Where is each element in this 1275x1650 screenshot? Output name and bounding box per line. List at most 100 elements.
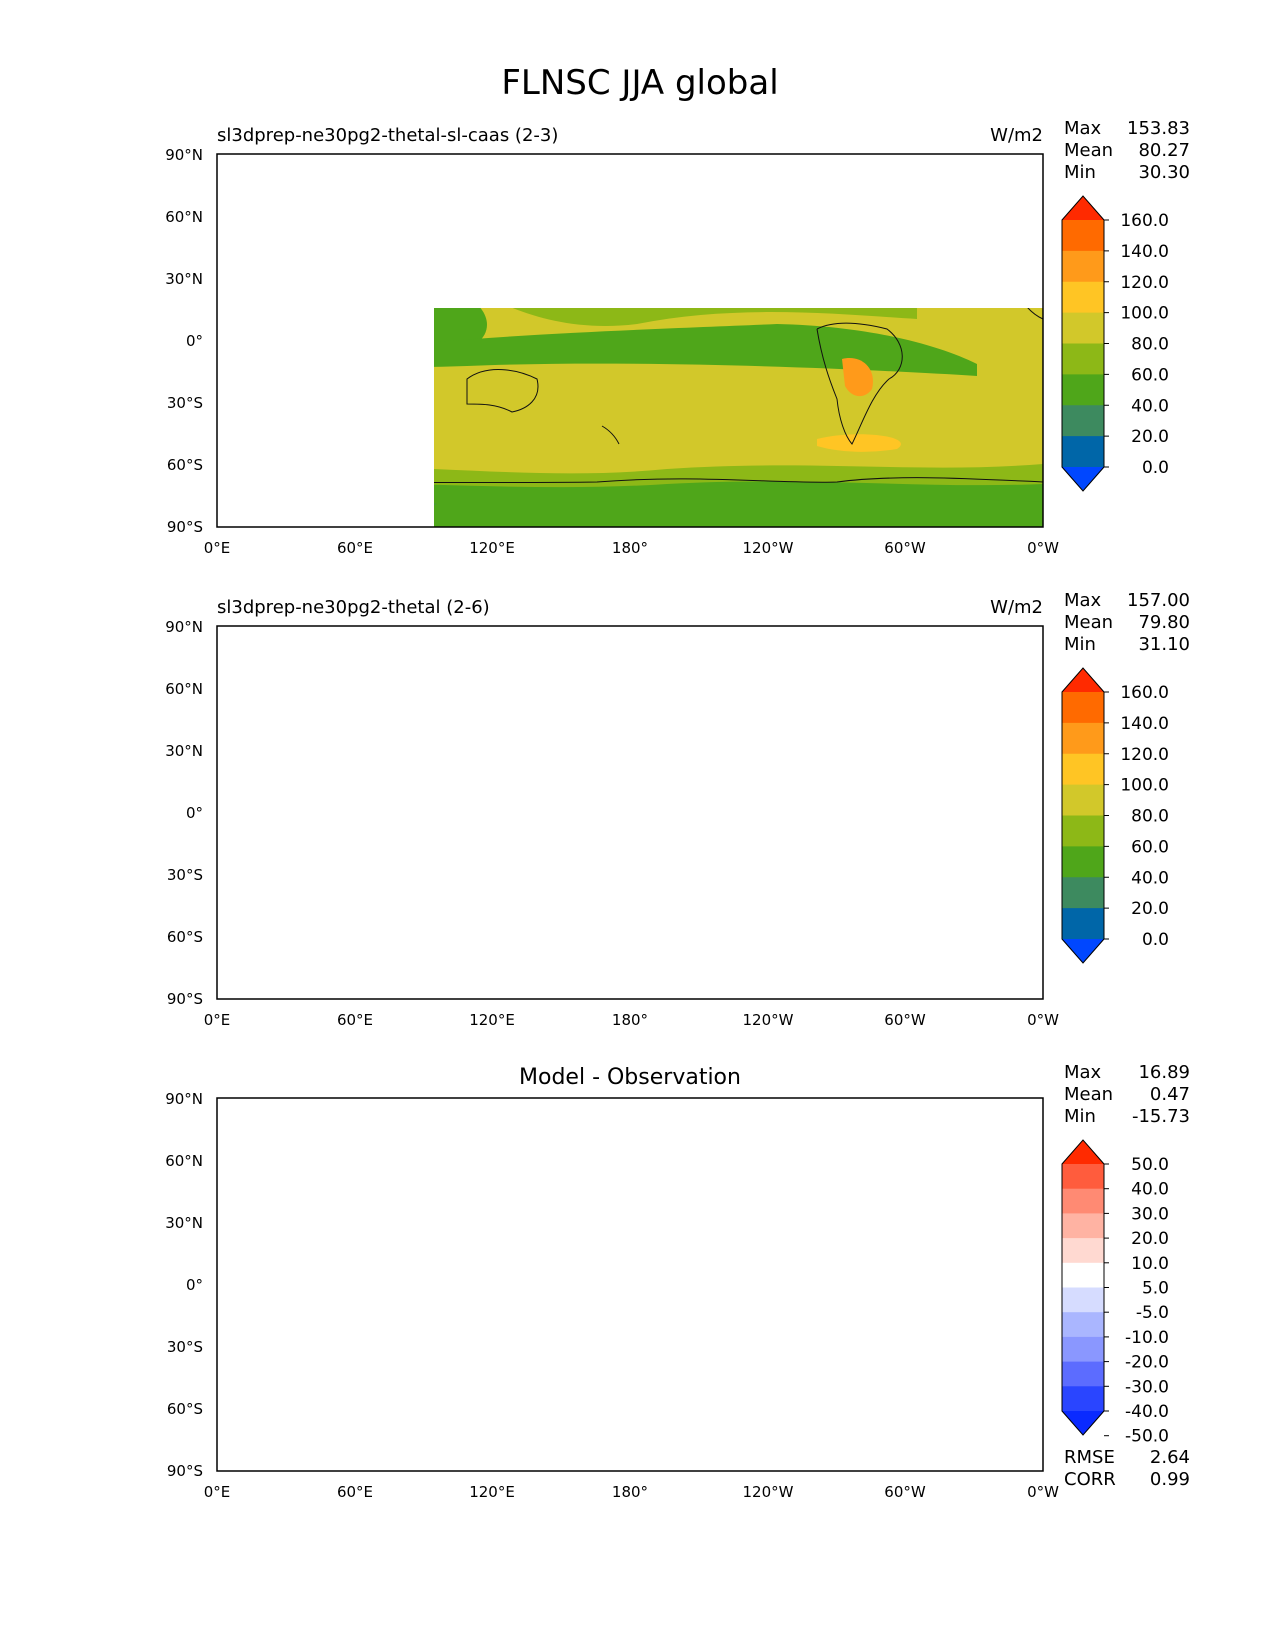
coast-nz [601,425,620,445]
lat-tick-label: 90°N [165,146,203,164]
lon-tick-label: 180° [612,1483,648,1501]
panel-test: sl3dprep-ne30pg2-thetal-sl-caas (2-3) W/… [165,118,1190,557]
africa-pos [291,1286,327,1333]
colorbar-tick-label: 40.0 [1131,868,1169,888]
colorbar-segment [1062,343,1104,375]
colorbar-tick-label: -5.0 [1136,1303,1169,1323]
colorbar-tick-label: 40.0 [1131,396,1169,416]
colorbar-extend-bottom [1062,1411,1104,1435]
lon-tick-label: 60°W [884,539,926,557]
lat-tick-label: 0° [186,1276,203,1294]
coastlines [217,1107,1043,1433]
n-america-hot [732,713,758,740]
panel-units: W/m2 [990,597,1043,618]
colorbar-tick-label: 100.0 [1120,304,1169,324]
colorbar-segment [1062,405,1104,437]
colorbar-segment [1062,1164,1104,1190]
lat-tick-label: 90°S [167,518,203,536]
colorbar-tick-label: 50.0 [1131,1155,1169,1175]
arabia-neg [322,1224,347,1242]
colorbar-segment [1062,846,1104,878]
colorbar-tick-label: 140.0 [1120,242,1169,262]
stat-rmse-label: RMSE [1064,1447,1115,1468]
lon-axis: 0°E 60°E 120°E 180° 120°W 60°W 0°W [204,1011,1059,1029]
lon-tick-label: 120°W [743,1483,794,1501]
lon-tick-label: 120°E [469,1483,515,1501]
stat-min-label: Min [1064,1106,1096,1127]
coast-antarctica [217,950,1043,961]
stat-mean-value: 80.27 [1138,140,1190,161]
stat-max-value: 157.00 [1127,590,1190,611]
colorbar-segment [1062,1188,1104,1214]
colorbar-tick-label: 0.0 [1142,930,1169,950]
colorbar-tick-label: 10.0 [1131,1254,1169,1274]
colorbar-extend-top [1062,1140,1104,1164]
coast-greenland [877,1107,957,1141]
w-africa-coast-hot [1017,253,1043,276]
northern-band [217,626,1043,685]
lat-tick-label: 30°N [165,270,203,288]
stat-max-value: 16.89 [1138,1062,1190,1083]
australia-warm [467,842,532,880]
n-america-warm [715,697,773,755]
colorbar-segment [1062,908,1104,940]
colorbar-tick-label: 100.0 [1120,776,1169,796]
sw-atlantic-pos [827,1381,927,1403]
coast-antarctica [217,1422,1043,1433]
asia-neg [355,1164,379,1175]
stat-min-value: 31.10 [1138,634,1190,655]
colorbar-tick-label: 40.0 [1131,1180,1169,1200]
tibet-hot [357,238,457,256]
atlantic-neg [897,1192,919,1197]
lat-tick-label: 90°N [165,618,203,636]
pacific-pos [577,1306,697,1318]
lon-tick-label: 0°W [1027,1483,1059,1501]
stat-min-label: Min [1064,634,1096,655]
coastlines [434,308,1044,484]
colorbar-segment [1062,1238,1104,1264]
coast-south-america [817,795,902,916]
w-africa-coast-hot [1017,723,1043,746]
colorbar: 160.0 140.0 120.0 100.0 80.0 60.0 40.0 20.0 0.0 [1061,195,1169,492]
lat-tick-label: 60°N [165,1152,203,1170]
colorbar-segment [1062,220,1104,252]
n-america-warm [715,228,773,283]
stat-rmse-value: 2.64 [1150,1447,1190,1468]
s-indian-pos [307,1351,352,1364]
antarctic-dark [434,481,1043,527]
colorbar-segment [1062,1262,1104,1288]
lon-tick-label: 0°E [204,1483,231,1501]
stat-mean-value: 0.47 [1150,1084,1190,1105]
stats: Max 157.00 Mean 79.80 Min 31.10 [1064,590,1190,655]
colorbar-segment [1062,281,1104,314]
s-africa-warm [245,338,297,409]
lon-tick-label: 60°E [337,1011,373,1029]
lon-tick-label: 120°W [743,539,794,557]
lat-tick-label: 0° [186,804,203,822]
lat-axis: 90°N 60°N 30°N 0° 30°S 60°S 90°S [165,618,203,1008]
lat-axis: 90°N 60°N 30°N 0° 30°S 60°S 90°S [165,146,203,536]
equator-band [327,794,977,848]
lat-axis: 90°N 60°N 30°N 0° 30°S 60°S 90°S [165,1090,203,1480]
stat-max-label: Max [1064,1062,1102,1083]
s-ocean-neg [637,1388,767,1403]
panel-reference: sl3dprep-ne30pg2-thetal (2-6) W/m2 [165,590,1190,1029]
lat-tick-label: 60°N [165,680,203,698]
stat-max-label: Max [1064,590,1102,611]
figure-title: FLNSC JJA global [501,63,778,103]
lat-tick-label: 60°N [165,208,203,226]
lon-tick-label: 0°W [1027,539,1059,557]
colorbar-tick-label: 140.0 [1120,714,1169,734]
coast-north-america [667,1142,861,1223]
colorbar-tick-label: 80.0 [1131,807,1169,827]
coast-south-america [817,1267,902,1388]
n-pacific-dark [487,251,637,288]
colorbar-segment [1062,877,1104,909]
lat-tick-label: 30°S [167,866,203,884]
equator-band [434,324,977,376]
colorbar-segment [1062,1386,1104,1412]
n-america-hot [732,243,758,270]
colorbar-tick-label: -10.0 [1125,1328,1169,1348]
lon-tick-label: 60°W [884,1011,926,1029]
tibet-pos [417,1191,460,1210]
